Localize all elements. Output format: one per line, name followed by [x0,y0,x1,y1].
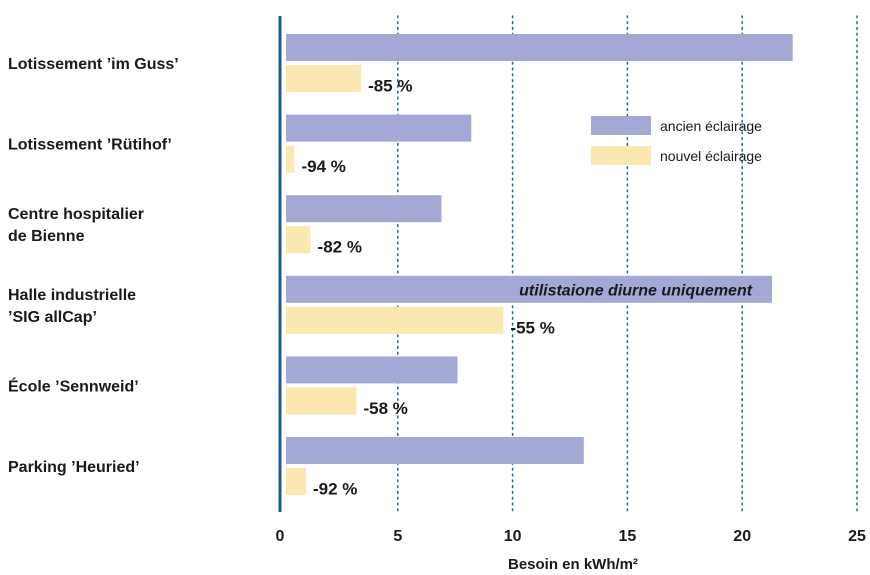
category-label-3-1: ’SIG allCap’ [8,309,97,326]
bar-new-2 [286,226,311,254]
bar-new-0 [286,65,362,92]
legend: ancien éclairage nouvel éclairage [591,116,762,165]
bar-old-0 [286,34,793,61]
bar-old-3 [286,275,773,303]
reduction-label-4: -58 % [363,399,407,418]
category-label-0-0: Lotissement ’im Guss’ [8,56,179,73]
bar-old-1 [286,114,472,142]
bar-old-2 [286,195,442,223]
x-tick-label-25: 25 [848,528,866,545]
reduction-label-0: -85 % [368,77,412,96]
category-label-2-1: de Bienne [8,228,85,245]
x-tick-label-0: 0 [276,528,285,545]
gridlines [396,15,858,513]
legend-label-1: nouvel éclairage [660,148,762,164]
legend-swatch-1 [591,146,651,165]
category-label-4-0: École ’Sennweid’ [8,376,139,395]
labels: Lotissement ’im Guss’ -85 % Lotissement ’R… [8,56,753,499]
x-tick-label-10: 10 [504,528,522,545]
x-tick-label-15: 15 [619,528,637,545]
category-label-5-0: Parking ’Heuried’ [8,459,140,476]
x-tick-label-20: 20 [733,528,751,545]
reduction-label-1: -94 % [301,157,345,176]
legend-label-0: ancien éclairage [660,118,762,134]
x-axis-title: Besoin en kWh/m² [508,556,638,573]
category-label-3-0: Halle industrielle [8,287,136,304]
bars [286,34,793,495]
bar-new-4 [286,387,357,415]
reduction-label-2: -82 % [318,238,362,257]
category-label-2-0: Centre hospitalier [8,206,144,223]
x-tick-label-5: 5 [393,528,402,545]
reduction-label-3: -55 % [510,318,554,337]
annotation-0: utilistaione diurne uniquement [519,282,753,299]
reduction-label-5: -92 % [313,480,357,499]
bar-new-5 [286,468,306,495]
bar-old-5 [286,437,584,464]
bar-new-1 [286,145,295,173]
bar-new-3 [286,306,504,334]
category-label-1-0: Lotissement ’Rütihof’ [8,137,172,154]
x-tick-labels: 0 5 10 15 20 25 [276,528,866,545]
legend-swatch-0 [591,116,651,135]
bar-old-4 [286,356,458,384]
